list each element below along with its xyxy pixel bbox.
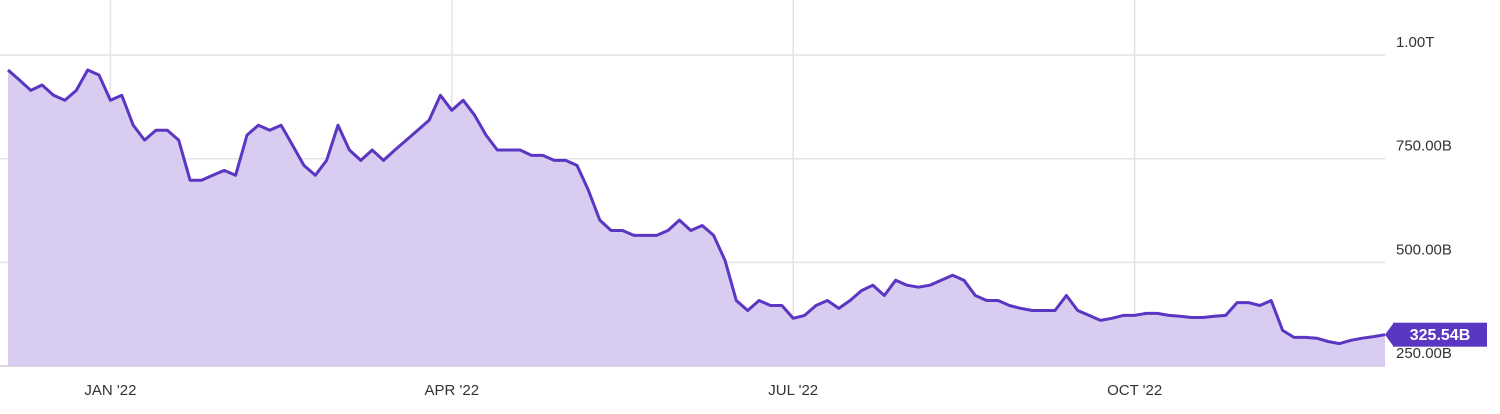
value-label: 325.54B (1410, 327, 1471, 344)
y-tick-label: 500.00B (1396, 241, 1452, 258)
y-tick-label: 1.00T (1396, 34, 1434, 51)
x-tick-label: JUL '22 (768, 382, 818, 399)
x-tick-label: OCT '22 (1107, 382, 1162, 399)
badge-pointer (1385, 323, 1393, 346)
area (8, 70, 1385, 366)
line (7, 68, 1386, 346)
x-tick-label: JAN '22 (84, 382, 136, 399)
value-badge (1393, 322, 1487, 347)
y-tick-label: 750.00B (1396, 138, 1452, 155)
y-tick-label: 250.00B (1396, 345, 1452, 362)
x-tick-label: APR '22 (425, 382, 480, 399)
